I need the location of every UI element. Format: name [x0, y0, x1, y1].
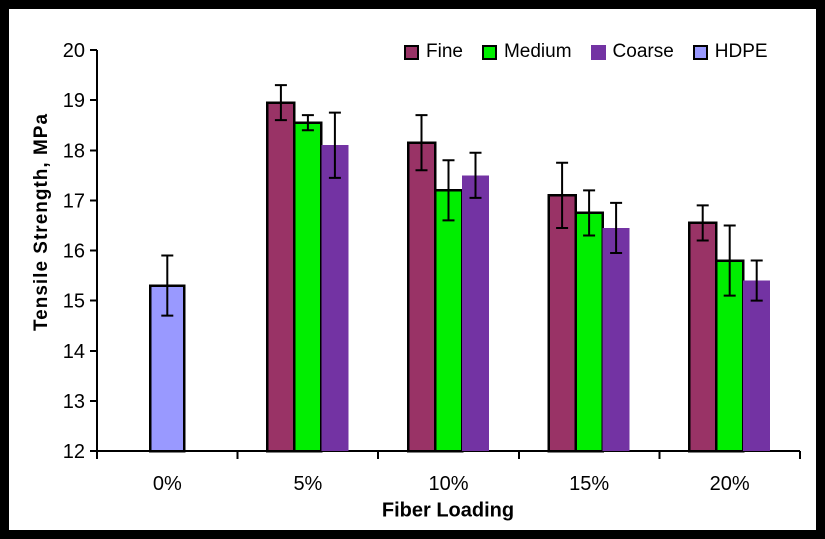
- bar-coarse-15-: [602, 227, 630, 451]
- y-tick-label: 17: [63, 190, 85, 212]
- bar-coarse-20-: [743, 280, 771, 451]
- legend-item-medium: Medium: [481, 41, 572, 63]
- bar-fine-15-: [547, 194, 577, 453]
- bar-fine-10-: [406, 141, 437, 453]
- legend-label-coarse: Coarse: [612, 41, 674, 62]
- y-tick-label: 13: [63, 391, 85, 413]
- bar-fine-5-: [266, 101, 296, 453]
- legend-label-fine: Fine: [426, 41, 463, 62]
- legend-item-hdpe: HDPE: [692, 41, 768, 63]
- y-axis-title: Tensile Strength, MPa: [31, 112, 52, 332]
- error-bar-medium-20-: [723, 224, 736, 297]
- x-tick-label: 5%: [293, 473, 322, 495]
- bar-medium-10-: [433, 189, 464, 453]
- bar-medium-5-: [293, 121, 323, 453]
- y-tick-label: 20: [63, 40, 85, 62]
- bar-coarse-5-: [321, 145, 349, 452]
- error-bar-medium-10-: [442, 159, 455, 222]
- legend-swatch-hdpe-icon: [692, 44, 708, 60]
- error-bar-coarse-15-: [610, 201, 623, 255]
- error-bar-fine-20-: [696, 204, 709, 242]
- error-bar-medium-15-: [583, 189, 596, 237]
- y-tick-label: 16: [63, 241, 85, 263]
- y-tick-label: 14: [63, 341, 85, 363]
- error-bar-coarse-20-: [750, 259, 763, 302]
- x-tick-label: 15%: [569, 473, 609, 495]
- legend-label-medium: Medium: [503, 41, 572, 62]
- error-bar-coarse-5-: [328, 111, 341, 179]
- y-tick-label: 19: [63, 90, 85, 112]
- x-tick-label: 20%: [710, 473, 750, 495]
- bar-coarse-10-: [462, 175, 489, 451]
- error-bar-fine-5-: [274, 84, 287, 122]
- y-tick-label: 18: [63, 140, 85, 162]
- x-axis-title: Fiber Loading: [381, 499, 515, 522]
- y-tick-label: 12: [63, 441, 85, 463]
- error-bar-coarse-10-: [469, 151, 482, 199]
- legend-swatch-fine-icon: [404, 44, 419, 60]
- legend-item-fine: Fine: [404, 41, 463, 63]
- bar-medium-15-: [574, 211, 604, 453]
- legend: Fine Medium Coarse HDPE: [404, 41, 768, 63]
- x-tick-label: 0%: [153, 473, 182, 495]
- bar-fine-20-: [687, 221, 718, 453]
- legend-label-hdpe: HDPE: [714, 41, 768, 62]
- legend-item-coarse: Coarse: [590, 41, 674, 63]
- x-tick-label: 10%: [428, 473, 468, 495]
- legend-swatch-coarse-icon: [590, 44, 606, 60]
- error-bar-medium-5-: [301, 114, 314, 132]
- error-bar-fine-10-: [415, 114, 428, 172]
- error-bar-hdpe-0-: [161, 254, 174, 317]
- legend-swatch-medium-icon: [481, 44, 497, 60]
- error-bar-fine-15-: [556, 161, 569, 229]
- y-tick-label: 15: [63, 291, 85, 313]
